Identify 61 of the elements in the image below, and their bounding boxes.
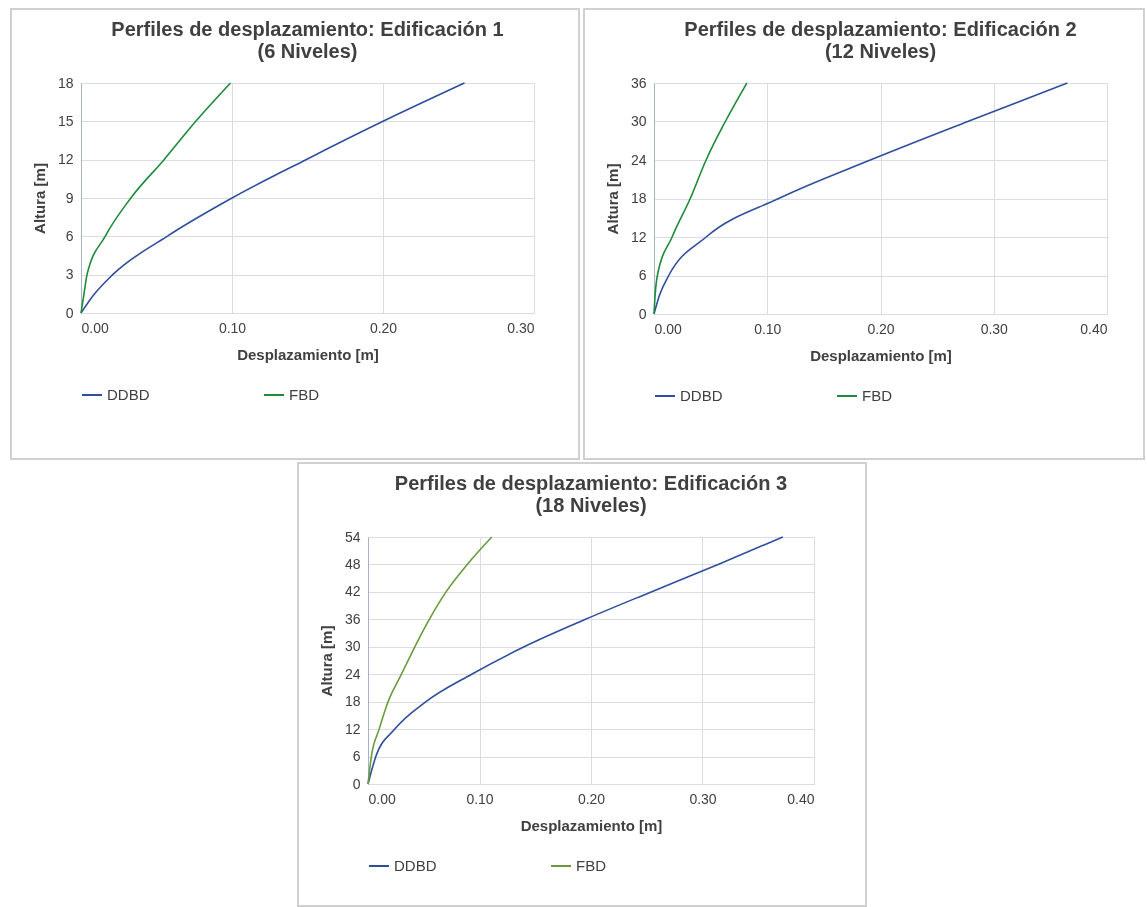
x-tick-label: 0.00 xyxy=(81,319,109,336)
legend-label: DDBD xyxy=(680,387,723,404)
line-series xyxy=(367,536,493,785)
x-tick-label: 0.20 xyxy=(369,319,398,336)
x-tick-label: 0.10 xyxy=(754,320,782,337)
y-axis-title: Altura [m] xyxy=(317,625,335,697)
y-tick-label: 12 xyxy=(344,720,361,737)
y-tick-label: 12 xyxy=(630,228,647,245)
x-tick-label: 0.30 xyxy=(689,790,717,807)
y-tick-label: 36 xyxy=(630,74,647,91)
line-series xyxy=(653,82,1069,315)
y-tick-label: 30 xyxy=(344,638,361,655)
y-tick-label: 15 xyxy=(57,112,74,129)
legend-label: FBD xyxy=(576,857,607,874)
x-tick-label: 0.00 xyxy=(654,320,682,337)
x-tick-label: 0.40 xyxy=(1080,320,1108,337)
y-axis-title: Altura [m] xyxy=(603,163,621,235)
text: (18 Niveles) xyxy=(535,494,647,516)
x-axis-title: Desplazamiento [m] xyxy=(810,346,952,364)
y-tick-label: 6 xyxy=(65,227,74,244)
x-tick-label: 0.40 xyxy=(787,790,815,807)
y-tick-label: 18 xyxy=(344,693,361,710)
text: (12 Niveles) xyxy=(824,40,937,62)
y-tick-label: 36 xyxy=(344,610,361,627)
y-tick-label: 18 xyxy=(57,74,74,91)
y-tick-label: 24 xyxy=(630,151,647,168)
text: Perfiles de desplazamiento: Edificación 3 xyxy=(394,472,788,494)
x-tick-label: 0.10 xyxy=(466,790,494,807)
x-tick-label: 0.20 xyxy=(577,790,606,807)
x-tick-label: 0.30 xyxy=(980,320,1009,337)
y-tick-label: 9 xyxy=(65,189,74,206)
y-tick-label: 6 xyxy=(352,748,361,765)
text: (6 Niveles) xyxy=(257,40,358,62)
legend-label: FBD xyxy=(862,387,893,404)
legend-label: DDBD xyxy=(107,386,150,403)
x-tick-label: 0.30 xyxy=(507,319,535,336)
y-tick-label: 54 xyxy=(344,528,361,545)
x-axis-title: Desplazamiento [m] xyxy=(237,345,379,363)
text: Perfiles de desplazamiento: Edificación 1 xyxy=(111,18,504,40)
x-tick-label: 0.20 xyxy=(867,320,895,337)
line-series xyxy=(653,82,748,315)
y-tick-label: 30 xyxy=(630,113,647,129)
text: Perfiles de desplazamiento: Edificación 2 xyxy=(684,18,1077,40)
y-tick-label: 12 xyxy=(57,151,74,168)
legend-label: DDBD xyxy=(394,857,437,874)
x-axis-title: Desplazamiento [m] xyxy=(520,816,663,834)
y-tick-label: 3 xyxy=(65,266,74,283)
y-tick-label: 6 xyxy=(638,267,647,283)
y-tick-label: 18 xyxy=(630,190,647,206)
y-tick-label: 0 xyxy=(638,305,647,322)
x-tick-label: 0.00 xyxy=(368,790,396,807)
legend-label: FBD xyxy=(289,386,320,403)
y-tick-label: 48 xyxy=(344,555,361,572)
y-tick-label: 42 xyxy=(344,583,361,600)
line-series xyxy=(80,82,232,314)
y-tick-label: 0 xyxy=(352,775,361,792)
y-axis-title: Altura [m] xyxy=(30,163,48,234)
x-tick-label: 0.10 xyxy=(218,319,247,336)
y-tick-label: 24 xyxy=(344,665,361,682)
line-series xyxy=(80,82,466,314)
y-tick-label: 0 xyxy=(65,304,74,321)
